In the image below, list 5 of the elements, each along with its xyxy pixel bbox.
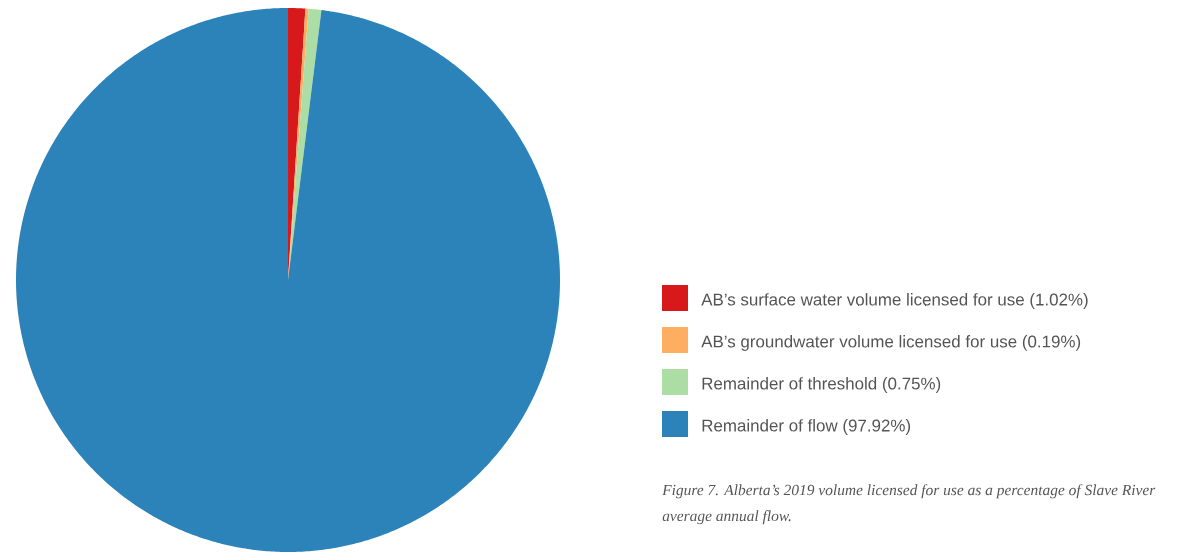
legend-label: AB’s surface water volume licensed for use (1.02%) xyxy=(701,293,1088,309)
legend-label: Remainder of flow (97.92%) xyxy=(702,419,911,435)
legend-label: Remainder of threshold (0.75%) xyxy=(702,377,941,393)
text: Figure 7. Alberta’s 2019 volume licensed for use as a percentage of Slave River average annual flow. xyxy=(662,484,1156,525)
legend-label: AB’s groundwater volume licensed for use (0.19%) xyxy=(701,335,1081,351)
